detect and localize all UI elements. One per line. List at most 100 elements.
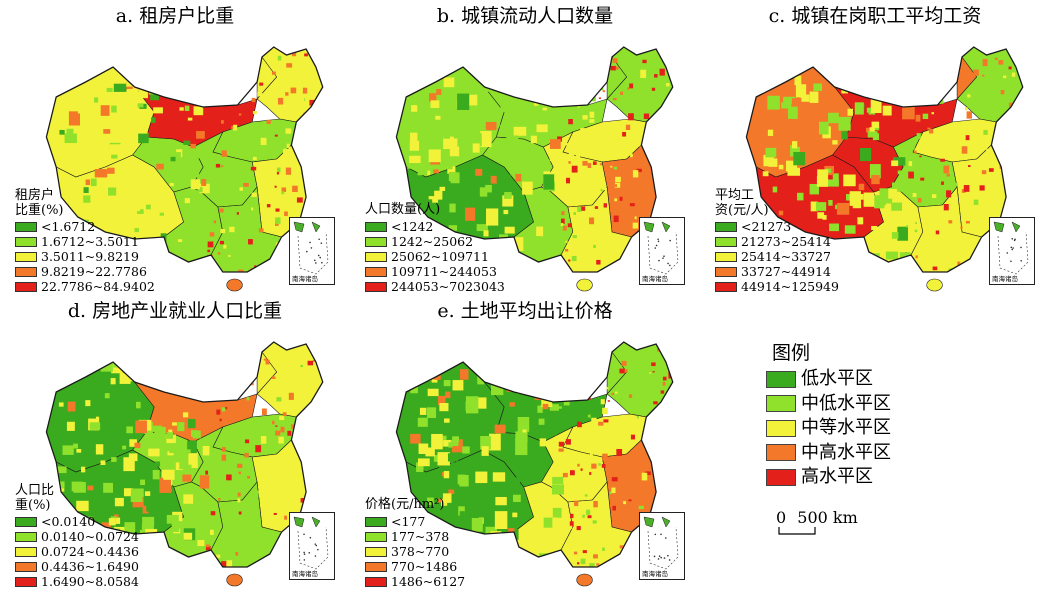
county-patch [271,218,277,226]
county-patch [449,203,456,213]
county-patch [794,75,802,86]
county-patch [276,397,282,402]
county-patch [518,88,526,93]
legend-item: 109711~244053 [365,264,505,279]
county-patch [962,173,965,176]
county-patch [151,117,156,123]
county-patch [123,488,134,497]
county-patch [626,550,633,555]
county-patch [223,244,227,249]
county-patch [134,442,141,448]
county-patch [781,102,792,109]
county-patch [568,119,573,125]
county-patch [190,179,200,190]
county-patch [70,509,76,513]
county-patch [832,133,838,140]
county-patch [915,255,918,259]
county-patch [512,512,518,518]
county-patch [66,421,75,431]
county-patch [437,498,442,503]
county-patch [983,129,988,135]
county-patch [833,71,845,83]
county-patch [152,70,157,75]
legend-swatch [766,468,796,486]
county-patch [311,184,317,190]
county-patch [629,512,633,517]
county-patch [783,96,796,105]
county-patch [910,98,917,105]
county-patch [468,570,476,578]
county-patch [822,215,827,220]
county-patch [582,115,588,120]
legend-label: 1242~25062 [391,233,474,249]
county-patch [457,474,466,485]
county-patch [580,558,586,565]
county-patch [603,419,609,423]
county-patch [171,522,180,532]
county-patch [587,414,591,418]
county-patch [284,515,288,520]
county-patch [314,195,319,200]
county-patch [141,360,146,365]
county-patch [437,452,450,466]
county-patch [578,91,581,94]
county-patch [108,187,117,196]
county-patch [114,497,124,507]
county-patch [83,195,91,203]
county-patch [825,47,836,60]
county-patch [982,59,988,67]
county-patch [93,358,101,365]
county-patch [574,500,579,507]
county-patch [203,368,208,371]
county-patch [256,561,262,567]
county-patch [529,69,535,76]
county-patch [613,92,619,98]
county-patch [192,236,199,243]
county-patch [986,148,991,154]
county-patch [536,226,544,237]
county-patch [510,477,520,489]
county-patch [213,220,217,224]
county-patch [183,140,191,145]
county-patch [278,436,284,444]
county-patch [957,261,961,265]
county-patch [649,372,652,374]
county-patch [218,498,221,501]
county-patch [289,197,295,202]
county-patch [426,407,437,419]
county-patch [560,84,564,88]
county-patch [199,475,210,489]
county-patch [586,509,591,515]
county-patch [234,442,239,447]
county-patch [180,70,189,82]
county-patch [623,486,627,490]
county-patch [179,355,187,363]
county-patch [151,368,163,381]
county-patch [988,168,994,172]
county-patch [909,87,913,92]
county-patch [151,69,162,83]
county-patch [247,476,251,479]
county-patch [148,217,155,223]
county-patch [589,111,595,118]
county-patch [135,420,147,434]
county-patch [659,68,665,76]
county-patch [497,543,510,554]
county-patch [152,469,160,480]
county-patch [283,148,289,157]
county-patch [266,204,271,208]
county-patch [536,348,544,356]
county-patch [56,466,67,474]
county-patch [205,545,211,551]
county-patch [572,235,577,239]
county-patch [772,186,778,193]
county-patch [199,183,210,194]
county-patch [197,540,205,547]
county-patch [271,420,275,425]
county-patch [1017,101,1021,106]
county-patch [653,401,658,405]
county-patch [171,83,176,87]
county-patch [795,84,807,98]
county-patch [318,435,323,440]
county-patch [87,485,94,491]
